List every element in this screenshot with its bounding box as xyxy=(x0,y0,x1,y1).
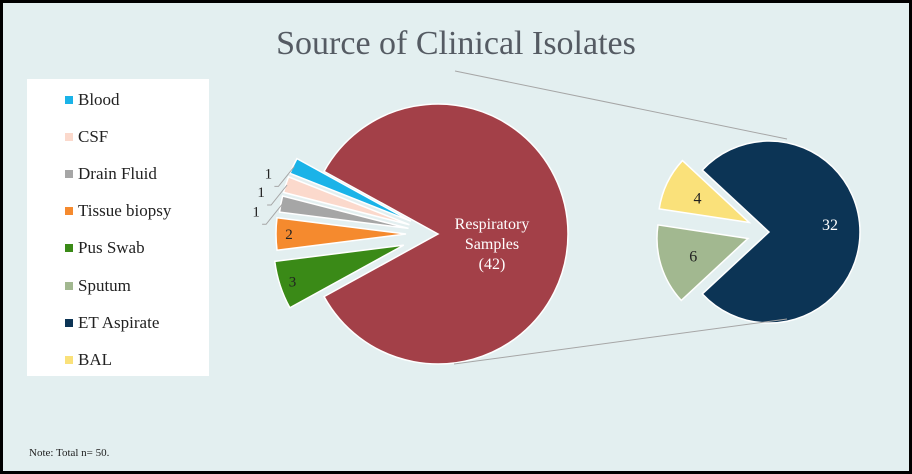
slice-label-et-aspirate: 32 xyxy=(822,217,838,234)
slice-label-respiratory-samples: Respiratory xyxy=(455,216,530,233)
legend-swatch xyxy=(65,318,73,327)
pie-slice-blood xyxy=(289,157,412,222)
pie2-slice-et-aspirate xyxy=(701,140,861,324)
pie2-slice-bal xyxy=(658,159,752,224)
legend-swatch xyxy=(65,170,73,179)
legend: Blood CSF Drain Fluid Tissue biopsy Pus Swab… xyxy=(27,79,209,376)
slice-label-sputum: 6 xyxy=(689,248,697,265)
legend-swatch xyxy=(65,207,73,216)
connector-line-bottom xyxy=(453,318,788,365)
legend-swatch xyxy=(65,133,73,142)
connector-line-top xyxy=(454,70,788,140)
pie-slice-drain-fluid xyxy=(278,195,409,230)
slice-label-respiratory-samples-line2: Samples xyxy=(465,236,519,253)
legend-swatch xyxy=(65,281,73,290)
legend-label: CSF xyxy=(78,127,109,147)
slice-label-csf: 1 xyxy=(257,185,265,201)
legend-label: BAL xyxy=(78,349,112,369)
chart-title: Source of Clinical Isolates xyxy=(276,25,636,62)
legend-label: Drain Fluid xyxy=(78,164,157,184)
legend-swatch xyxy=(65,355,73,364)
legend-label: Blood xyxy=(78,90,120,109)
legend-label: ET Aspirate xyxy=(78,312,160,332)
pie-slice-pus-swab xyxy=(273,244,405,309)
legend-label: Sputum xyxy=(78,275,131,295)
slice-label-drain-fluid: 1 xyxy=(252,204,260,220)
slice-label-tissue-biopsy: 2 xyxy=(285,227,293,243)
pie-slice-tissue-biopsy xyxy=(275,216,407,252)
leader-line-drain-fluid xyxy=(262,203,283,225)
legend-swatch xyxy=(65,96,73,104)
chart-note: Note: Total n= 50. xyxy=(29,447,110,459)
pie2-slice-sputum xyxy=(656,224,750,302)
pie-slice-respiratory-samples xyxy=(323,103,569,365)
legend-label: Tissue biopsy xyxy=(78,201,172,221)
slice-label-respiratory-samples-line3: (42) xyxy=(479,256,506,273)
leader-line-csf xyxy=(267,184,288,206)
pie-slice-csf xyxy=(282,175,410,226)
slice-label-pus-swab: 3 xyxy=(289,274,297,290)
legend-label: Pus Swab xyxy=(78,238,145,258)
legend-swatch xyxy=(65,244,73,253)
leader-line-blood xyxy=(274,166,295,187)
slice-label-blood: 1 xyxy=(265,166,273,182)
slice-label-bal: 4 xyxy=(694,191,702,208)
